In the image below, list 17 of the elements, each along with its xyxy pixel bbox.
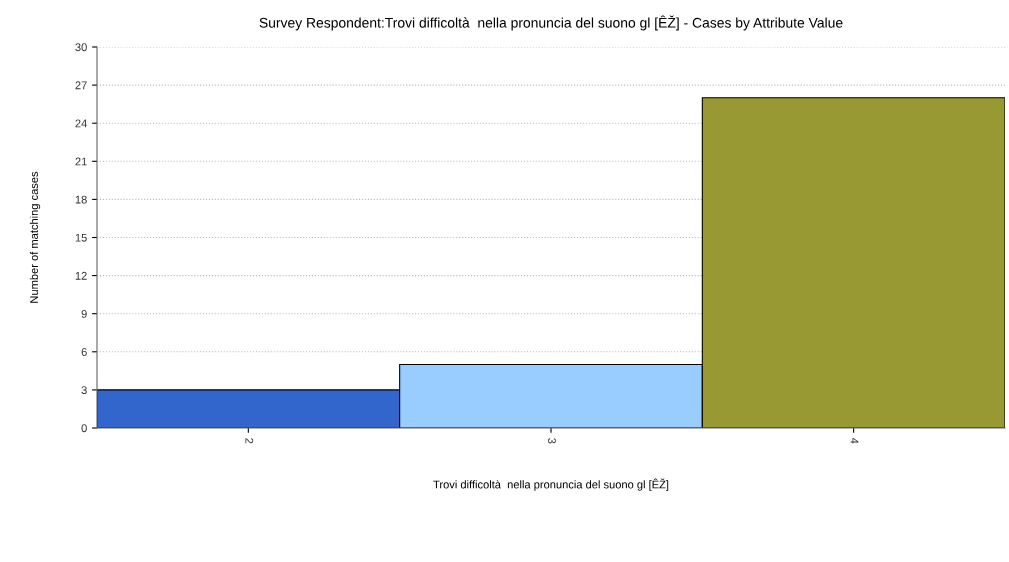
y-tick-label: 0 <box>81 424 87 433</box>
y-axis-title: Number of matching cases <box>29 171 41 303</box>
y-tick-label: 9 <box>81 309 87 318</box>
y-tick-label: 3 <box>81 386 87 395</box>
x-tick-label: 4 <box>850 437 859 444</box>
y-tick-label: 21 <box>75 157 87 166</box>
chart-title: Survey Respondent:Trovi difficoltà nella pronuncia del suono gl [ÊŽ] - Cases by Attribute Value <box>259 15 843 31</box>
y-tick-label: 30 <box>75 43 87 52</box>
y-tick-label: 18 <box>75 195 87 204</box>
y-tick-label: 27 <box>75 81 87 90</box>
y-tick-label: 6 <box>81 348 87 356</box>
y-tick-label: 15 <box>75 233 87 242</box>
x-tick-label: 3 <box>548 438 556 444</box>
y-tick-label: 24 <box>75 119 87 128</box>
y-tick-label: 12 <box>75 271 87 280</box>
x-tick-label: 2 <box>245 438 254 444</box>
x-axis-title: Trovi difficoltà nella pronuncia del suono gl [ÊŽ] <box>433 478 669 491</box>
